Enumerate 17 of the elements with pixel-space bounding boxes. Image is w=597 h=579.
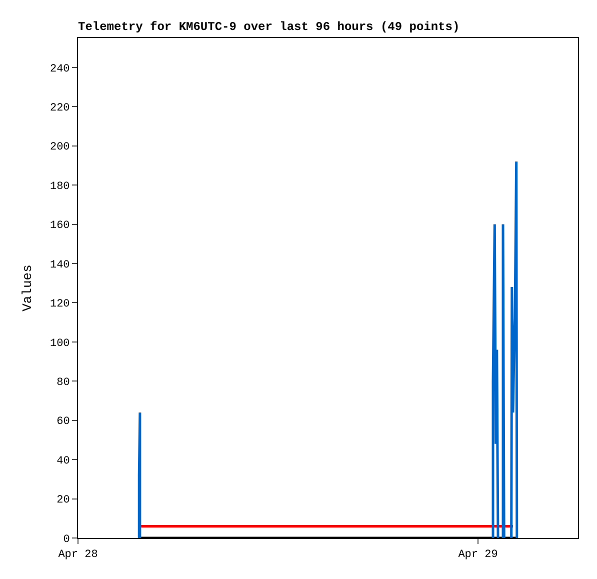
y-tick-label: 220 bbox=[50, 102, 70, 114]
y-tick-label: 40 bbox=[56, 455, 70, 468]
y-tick-label: 200 bbox=[50, 142, 70, 154]
y-tick-label: 100 bbox=[50, 338, 70, 350]
x-tick-label: Apr 28 bbox=[58, 549, 98, 562]
y-axis-title: Values bbox=[20, 264, 35, 312]
chart-title: Telemetry for KM6UTC-9 over last 96 hours (49 points) bbox=[78, 20, 460, 34]
y-tick-label: 140 bbox=[50, 259, 70, 272]
y-tick-label: 240 bbox=[50, 63, 70, 76]
y-tick-label: 20 bbox=[56, 494, 70, 507]
y-tick-label: 60 bbox=[56, 416, 70, 428]
y-tick-label: 180 bbox=[50, 180, 70, 193]
x-tick-label: Apr 29 bbox=[458, 549, 498, 562]
y-tick-label: 0 bbox=[63, 534, 70, 546]
y-tick-label: 80 bbox=[56, 376, 70, 389]
y-tick-label: 120 bbox=[50, 298, 70, 311]
y-tick-label: 160 bbox=[50, 220, 70, 232]
